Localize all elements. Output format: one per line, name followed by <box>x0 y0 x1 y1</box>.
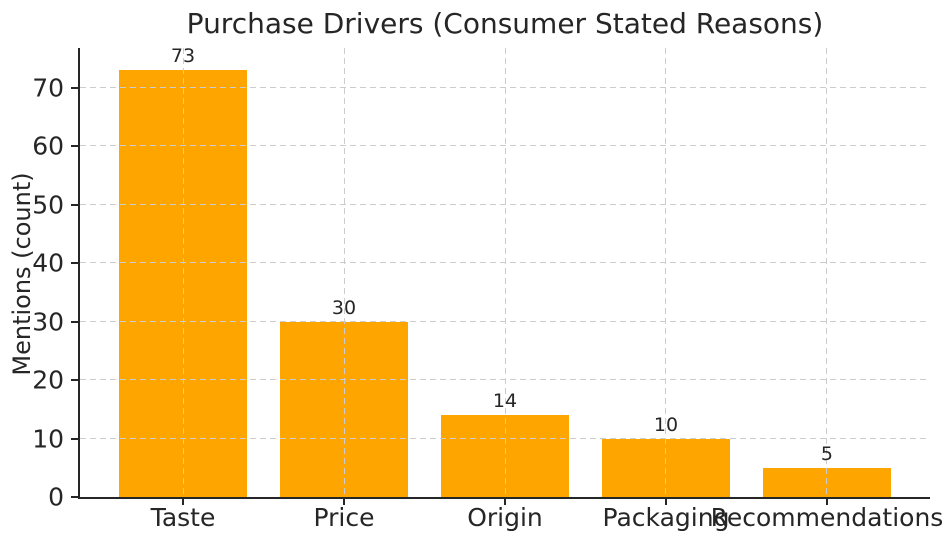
y-tick-mark <box>71 496 78 498</box>
y-tick-mark <box>71 262 78 265</box>
x-gridline <box>504 48 506 497</box>
x-gridline <box>343 48 345 497</box>
x-gridline <box>826 48 828 497</box>
y-tick-mark <box>71 437 78 440</box>
x-tick-label-packaging: Packaging <box>602 503 730 532</box>
y-tick-mark <box>71 379 78 382</box>
x-gridline <box>182 48 184 497</box>
x-tick-label-origin: Origin <box>467 503 543 532</box>
y-tick-label: 40 <box>32 248 64 278</box>
x-axis-spine <box>78 497 930 499</box>
x-tick-mark <box>343 499 345 505</box>
x-tick-mark <box>664 499 667 505</box>
y-tick-label: 20 <box>32 365 64 395</box>
y-tick-label: 50 <box>32 190 64 220</box>
y-tick-label: 0 <box>48 482 64 512</box>
x-tick-label-taste: Taste <box>150 503 216 532</box>
y-axis-spine <box>78 48 80 499</box>
bar-value-label: 30 <box>331 296 357 319</box>
bar-value-label: 10 <box>653 413 679 436</box>
x-tick-mark <box>504 499 506 505</box>
x-gridline <box>665 48 667 497</box>
plot-area <box>80 48 930 497</box>
y-tick-mark <box>71 320 78 323</box>
y-tick-mark <box>71 86 78 89</box>
x-tick-mark <box>182 499 185 505</box>
bar-value-label: 73 <box>170 45 196 68</box>
bar-value-label: 14 <box>492 390 518 413</box>
y-tick-label: 60 <box>32 131 64 161</box>
y-tick-label: 10 <box>32 424 64 454</box>
x-tick-label-price: Price <box>313 503 375 532</box>
y-tick-mark <box>71 203 78 206</box>
y-tick-label: 70 <box>32 73 64 103</box>
x-tick-label-recommendations: Recommendations <box>710 503 944 532</box>
y-tick-label: 30 <box>32 307 64 337</box>
bar-value-label: 5 <box>820 442 834 465</box>
x-tick-mark <box>825 499 828 505</box>
chart-title: Purchase Drivers (Consumer Stated Reason… <box>186 7 824 40</box>
y-tick-mark <box>71 145 78 148</box>
